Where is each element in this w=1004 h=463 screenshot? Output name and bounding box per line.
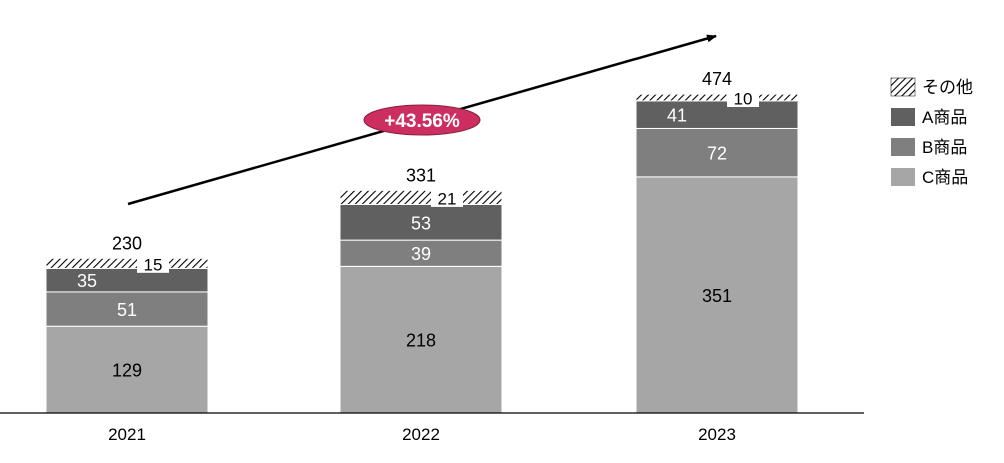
data-label-2021-1: 51 bbox=[117, 300, 137, 320]
data-label-2022-0: 218 bbox=[406, 331, 436, 351]
legend-label-2: B商品 bbox=[922, 138, 967, 157]
legend: その他 A商品 B商品 C商品 bbox=[890, 77, 973, 187]
data-label-2023-3: 10 bbox=[734, 90, 753, 109]
x-tick-label-2021: 2021 bbox=[108, 425, 146, 444]
bar-segment-2021-3 bbox=[45, 257, 209, 269]
data-label-2021-2: 35 bbox=[77, 271, 97, 291]
data-label-2023-1: 72 bbox=[707, 144, 727, 164]
data-label-2021-3: 15 bbox=[144, 255, 163, 274]
bar-segment-2023-1 bbox=[635, 127, 799, 178]
data-label-2022-3: 21 bbox=[438, 189, 457, 208]
growth-badge bbox=[363, 104, 481, 136]
legend-swatch-3 bbox=[891, 168, 915, 186]
data-label-2021-0: 129 bbox=[112, 361, 142, 381]
bar-segment-2021-2 bbox=[45, 267, 209, 293]
bars-layer bbox=[45, 93, 799, 414]
total-label-2023: 474 bbox=[702, 69, 732, 89]
legend-label-0: その他 bbox=[922, 78, 973, 97]
growth-badge-label: +43.56% bbox=[384, 111, 460, 132]
total-label-2021: 230 bbox=[112, 233, 142, 253]
other-label-box bbox=[137, 255, 169, 273]
bar-segment-2022-3 bbox=[339, 189, 503, 205]
bar-segment-2021-0 bbox=[45, 325, 209, 414]
bar-segment-2023-2 bbox=[635, 100, 799, 129]
bar-segment-2023-3 bbox=[635, 93, 799, 102]
x-tick-label-2023: 2023 bbox=[698, 425, 736, 444]
data-label-2022-1: 39 bbox=[411, 244, 431, 264]
other-label-box bbox=[727, 90, 759, 108]
data-label-2023-0: 351 bbox=[702, 286, 732, 306]
x-tick-label-2022: 2022 bbox=[402, 425, 440, 444]
growth-annotation: +43.56% bbox=[127, 34, 717, 206]
legend-label-1: A商品 bbox=[922, 108, 967, 127]
other-label-box bbox=[431, 189, 463, 207]
legend-swatch-0 bbox=[890, 77, 916, 97]
legend-swatch-1 bbox=[891, 108, 915, 126]
x-tick-labels: 2021 2022 2023 bbox=[108, 425, 736, 444]
legend-label-3: C商品 bbox=[922, 168, 968, 187]
bar-segment-2022-2 bbox=[339, 203, 503, 241]
data-label-2022-2: 53 bbox=[411, 213, 431, 233]
data-label-2023-2: 41 bbox=[667, 106, 687, 126]
bar-segment-2023-0 bbox=[635, 176, 799, 414]
bar-segment-2021-1 bbox=[45, 291, 209, 327]
total-label-2022: 331 bbox=[406, 165, 436, 185]
legend-swatch-2 bbox=[891, 138, 915, 156]
